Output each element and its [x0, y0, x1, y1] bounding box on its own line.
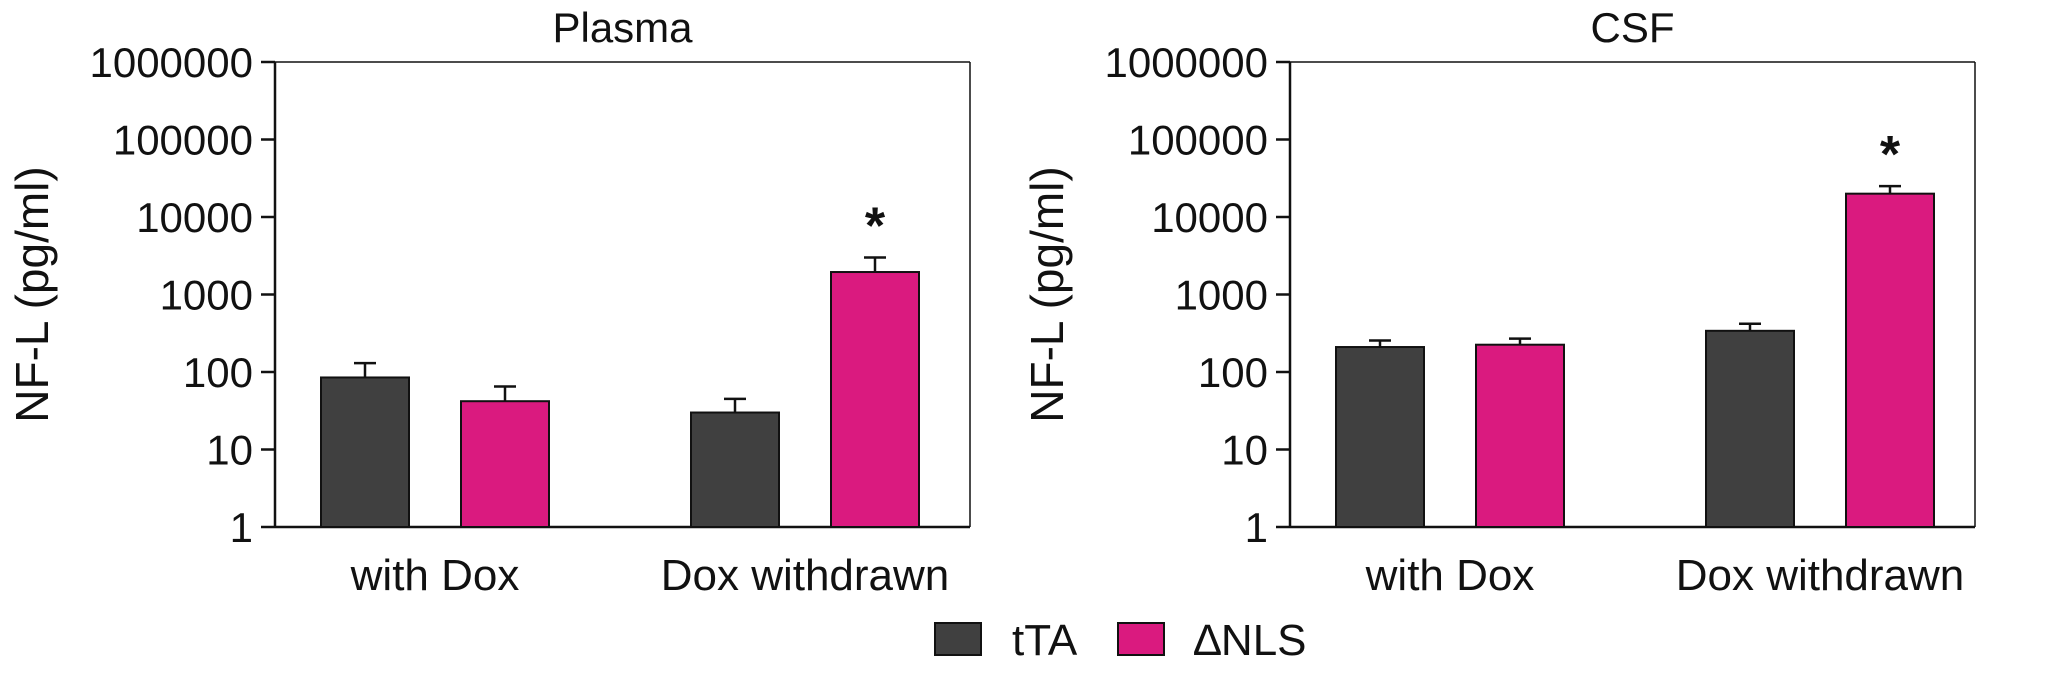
error-bar: [1509, 337, 1531, 345]
x-category-label: Dox withdrawn: [1676, 551, 1965, 600]
y-tick-label: 1: [230, 504, 253, 551]
bar-tta: [320, 376, 410, 528]
y-tick-label: 1: [1245, 504, 1268, 551]
bar-tta: [1335, 346, 1425, 529]
significance-marker: *: [865, 198, 886, 256]
panel-title: Plasma: [552, 4, 693, 51]
legend-label-dnls: ∆NLS: [1194, 616, 1307, 665]
bar-tta: [1705, 329, 1795, 529]
y-tick-label: 1000000: [89, 39, 253, 86]
y-tick-label: 10000: [136, 194, 253, 241]
y-tick-label: 10: [206, 427, 253, 474]
panel-title: CSF: [1591, 4, 1675, 51]
bar-dnls: [460, 400, 550, 528]
y-tick-label: 10: [1221, 427, 1268, 474]
error-bar: [494, 385, 516, 402]
x-category-label: Dox withdrawn: [661, 551, 950, 600]
bar-dnls: [830, 271, 920, 528]
plasma-panel: Plasma 1 10 100 1000 10000 100000 1000000 NF-L (…: [6, 4, 971, 600]
y-axis-label: NF-L (pg/ml): [6, 166, 58, 422]
error-bar: [724, 397, 746, 413]
y-tick-label: 1000000: [1104, 39, 1268, 86]
significance-marker: *: [1880, 126, 1901, 184]
y-axis-label: NF-L (pg/ml): [1021, 166, 1073, 422]
bar-dnls: [1845, 192, 1935, 529]
y-tick-label: 1000: [1175, 272, 1268, 319]
x-category-label: with Dox: [350, 551, 520, 600]
legend-swatch-tta: [934, 622, 982, 656]
legend: tTA ∆NLS: [934, 616, 1307, 665]
y-tick-label: 1000: [160, 272, 253, 319]
y-tick-label: 10000: [1151, 194, 1268, 241]
error-bar: [1369, 339, 1391, 348]
error-bar: [1739, 322, 1761, 331]
bar-dnls: [1475, 343, 1565, 528]
x-category-label: with Dox: [1365, 551, 1535, 600]
error-bar: [864, 256, 886, 273]
y-tick-label: 100: [1198, 349, 1268, 396]
bar-tta: [690, 411, 780, 528]
error-bar: [1879, 184, 1901, 194]
y-tick-label: 100000: [1128, 117, 1268, 164]
legend-label-tta: tTA: [1012, 616, 1078, 665]
y-tick-label: 100000: [113, 117, 253, 164]
error-bar: [354, 361, 376, 378]
legend-swatch-dnls: [1117, 622, 1165, 656]
y-tick-label: 100: [183, 349, 253, 396]
csf-panel: CSF 1 10 100 1000 10000 100000 1000000 NF-L (pg/…: [1021, 4, 1976, 600]
